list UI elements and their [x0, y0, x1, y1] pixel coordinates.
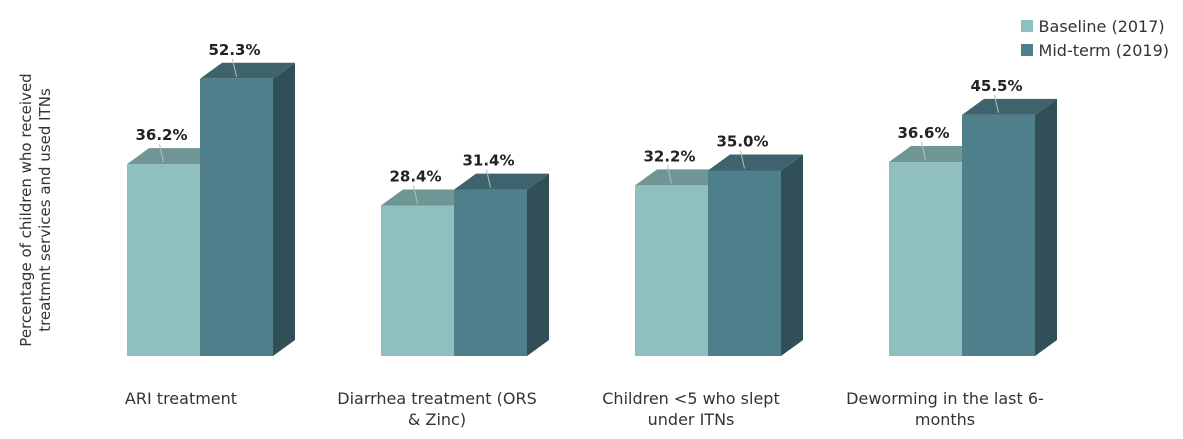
bar-midterm-3	[962, 114, 1035, 356]
bar-baseline-1	[381, 205, 454, 356]
bar-midterm-2	[708, 170, 781, 356]
value-label-baseline-0: 36.2%	[135, 126, 187, 144]
value-label-midterm-2: 35.0%	[716, 133, 768, 151]
bar-top-baseline-2	[635, 169, 730, 186]
bar-baseline-2	[635, 185, 708, 356]
bar-top-midterm-0	[200, 62, 295, 79]
bar-side-midterm-3	[1035, 98, 1057, 356]
value-label-midterm-0: 52.3%	[208, 41, 260, 59]
value-label-baseline-3: 36.6%	[897, 124, 949, 142]
leader-line-baseline-0	[159, 144, 164, 163]
bar-top-midterm-3	[962, 98, 1057, 115]
category-label-itns: Children <5 who slept under ITNs	[602, 389, 780, 429]
value-label-midterm-1: 31.4%	[462, 152, 514, 170]
legend-swatch-baseline	[1020, 20, 1033, 32]
value-label-baseline-1: 28.4%	[389, 167, 441, 185]
bar-top-baseline-0	[127, 148, 222, 165]
legend-label-baseline: Baseline (2017)	[1038, 16, 1165, 36]
bar-midterm-0	[200, 78, 273, 356]
legend-item-baseline: Baseline (2017)	[1020, 14, 1169, 38]
bar-side-midterm-0	[273, 62, 295, 357]
leader-line-midterm-2	[740, 150, 745, 169]
legend: Baseline (2017) Mid-term (2019)	[1020, 14, 1169, 62]
leader-line-baseline-1	[413, 185, 418, 204]
leader-line-baseline-3	[921, 141, 926, 161]
legend-label-midterm: Mid-term (2019)	[1038, 40, 1169, 60]
value-label-baseline-2: 32.2%	[643, 147, 695, 165]
leader-line-baseline-2	[667, 165, 672, 184]
bar-side-midterm-1	[527, 173, 549, 356]
bar-baseline-0	[127, 164, 200, 356]
bar-midterm-1	[454, 189, 527, 356]
bar-top-baseline-1	[381, 189, 476, 206]
legend-swatch-midterm	[1020, 44, 1033, 56]
bar-side-midterm-2	[781, 154, 803, 356]
leader-line-midterm-3	[994, 94, 999, 113]
bar-top-baseline-3	[889, 146, 984, 163]
leader-line-midterm-1	[486, 169, 491, 188]
bar-top-midterm-1	[454, 173, 549, 190]
bar-top-midterm-2	[708, 154, 803, 171]
leader-line-midterm-0	[232, 58, 237, 77]
category-label-deworming: Deworming in the last 6- months	[846, 389, 1044, 429]
category-label-ari: ARI treatment	[124, 389, 238, 408]
value-label-midterm-3: 45.5%	[970, 77, 1022, 95]
category-label-diarrhea: Diarrhea treatment (ORS & Zinc)	[337, 389, 537, 429]
bar-baseline-3	[889, 162, 962, 356]
legend-item-midterm: Mid-term (2019)	[1020, 38, 1169, 62]
